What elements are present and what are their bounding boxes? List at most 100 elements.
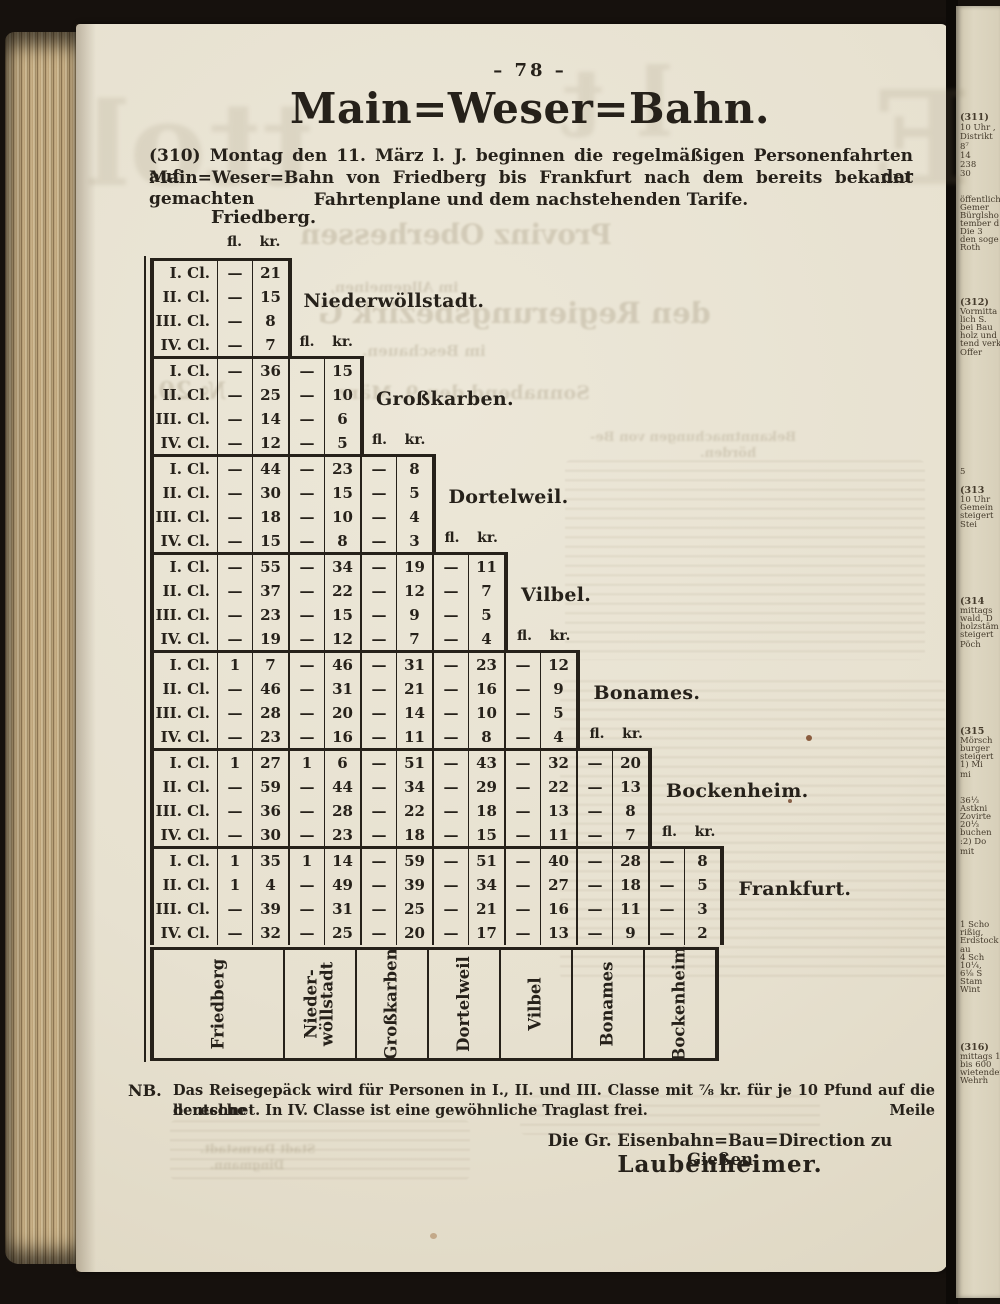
- fare-kr: 39: [260, 900, 281, 918]
- kreuzer-column: 20 13 8 7: [613, 751, 652, 847]
- fl-kr-header: fl. kr.: [217, 234, 288, 250]
- class-column: I. Cl. II. Cl. III. Cl. IV. Cl.: [154, 261, 218, 357]
- footer-station-name: Vilbel: [525, 977, 545, 1031]
- gulden-column: — — — —: [218, 555, 253, 651]
- fare-kr: 34: [332, 558, 353, 576]
- gulden-column: — — — —: [578, 849, 613, 945]
- fare-kr: 23: [260, 606, 281, 624]
- fare-kr: 10: [332, 386, 353, 404]
- fare-kr: 6: [337, 754, 348, 772]
- fare-kr: 40: [548, 852, 569, 870]
- fare-fl: —: [443, 876, 459, 894]
- edge-column-text: Pöch: [960, 640, 981, 650]
- tariff-block-2: I. Cl. II. Cl. III. Cl. IV. Cl. — — — — 36 25 14 12…: [150, 356, 364, 455]
- nb-line-1: Das Reisegepäck wird für Personen in I.,…: [173, 1082, 935, 1119]
- class-label: I. Cl.: [169, 558, 210, 576]
- fare-kr: 6: [337, 410, 348, 428]
- edge-column-text: Gemein: [960, 503, 994, 513]
- edge-column-text: Astkni: [960, 804, 988, 814]
- tariff-block-1: I. Cl. II. Cl. III. Cl. IV. Cl. — — — — 21 15 8 7: [150, 258, 292, 357]
- fare-fl: —: [371, 532, 387, 550]
- station-label: Niederwöllstadt.: [303, 290, 485, 312]
- fare-fl: —: [299, 362, 315, 380]
- gulden-column: — — — —: [434, 653, 469, 749]
- fare-kr: 32: [260, 924, 281, 942]
- edge-column-text: mittags: [960, 606, 993, 616]
- fare-kr: 15: [332, 484, 353, 502]
- fare-kr: 16: [332, 728, 353, 746]
- fare-kr: 20: [620, 754, 641, 772]
- class-label: I. Cl.: [169, 852, 210, 870]
- fare-fl: 1: [301, 852, 313, 870]
- gulden-column: 1 — — —: [290, 849, 325, 945]
- kr-unit: kr.: [404, 432, 426, 448]
- fare-fl: —: [371, 484, 387, 502]
- class-label: I. Cl.: [169, 754, 210, 772]
- fare-kr: 5: [481, 606, 492, 624]
- station-label: Frankfurt.: [738, 878, 852, 900]
- class-column: I. Cl. II. Cl. III. Cl. IV. Cl.: [154, 653, 218, 749]
- fare-kr: 3: [697, 900, 708, 918]
- edge-column-text: mit: [960, 847, 975, 857]
- fare-fl: —: [371, 924, 387, 942]
- fare-fl: —: [299, 558, 315, 576]
- fare-fl: 1: [229, 876, 241, 894]
- fare-kr: 51: [404, 754, 425, 772]
- kreuzer-column: 35 4 39 32: [253, 849, 290, 945]
- fare-kr: 31: [404, 656, 425, 674]
- fare-fl: —: [587, 852, 603, 870]
- fare-kr: 15: [260, 532, 281, 550]
- fare-kr: 14: [404, 704, 425, 722]
- fare-fl: —: [227, 434, 243, 452]
- edge-column-text: (313: [960, 485, 985, 496]
- gulden-column: — — — —: [362, 457, 397, 553]
- fare-kr: 7: [481, 582, 492, 600]
- footer-station-column: Dortelweil: [429, 950, 501, 1058]
- class-label: IV. Cl.: [160, 826, 210, 844]
- fare-fl: —: [299, 508, 315, 526]
- fare-fl: —: [227, 386, 243, 404]
- fare-kr: 23: [332, 826, 353, 844]
- kr-unit: kr.: [549, 628, 571, 644]
- fare-fl: —: [299, 900, 315, 918]
- fare-fl: —: [227, 336, 243, 354]
- fare-kr: 11: [548, 826, 569, 844]
- fare-fl: —: [227, 460, 243, 478]
- fare-kr: 2: [697, 924, 708, 942]
- fare-fl: —: [299, 778, 315, 796]
- fare-fl: —: [371, 582, 387, 600]
- kreuzer-column: 19 12 9 7: [397, 555, 434, 651]
- signature-office: Die Gr. Eisenbahn=Bau=Direction zu Gieße…: [547, 1131, 893, 1169]
- kr-unit: kr.: [622, 726, 643, 742]
- edge-column-text: Vormitta: [960, 307, 998, 317]
- fare-fl: —: [659, 924, 675, 942]
- fare-kr: 36: [260, 362, 281, 380]
- page-gutter-shadow: [76, 24, 96, 1272]
- fare-fl: —: [227, 582, 243, 600]
- fare-fl: —: [515, 802, 531, 820]
- fare-fl: —: [299, 728, 315, 746]
- fare-kr: 4: [265, 876, 276, 894]
- fare-fl: —: [371, 876, 387, 894]
- tariff-block-5: I. Cl. II. Cl. III. Cl. IV. Cl. 1 — — — 7 46 28 23 —…: [150, 650, 580, 749]
- fare-fl: —: [587, 900, 603, 918]
- kreuzer-column: 51 34 21 17: [469, 849, 506, 945]
- gulden-column: — — — —: [506, 653, 541, 749]
- fare-kr: 23: [260, 728, 281, 746]
- edge-column-text: 5: [960, 467, 966, 477]
- fare-fl: —: [371, 728, 387, 746]
- fare-fl: —: [227, 728, 243, 746]
- fare-kr: 8: [697, 852, 708, 870]
- fare-fl: —: [659, 852, 675, 870]
- fare-kr: 5: [337, 434, 348, 452]
- class-column: I. Cl. II. Cl. III. Cl. IV. Cl.: [154, 555, 218, 651]
- gulden-column: — — — —: [218, 457, 253, 553]
- nb-line-2: berechnet. In IV. Classe ist eine gewöhn…: [173, 1102, 648, 1119]
- fare-kr: 46: [260, 680, 281, 698]
- fl-unit: fl.: [371, 432, 388, 448]
- class-label: III. Cl.: [155, 704, 210, 722]
- fare-fl: —: [443, 924, 459, 942]
- fare-kr: 12: [332, 630, 353, 648]
- fare-fl: —: [299, 606, 315, 624]
- bleedthrough-text: Provinz Oberhessen: [300, 218, 612, 251]
